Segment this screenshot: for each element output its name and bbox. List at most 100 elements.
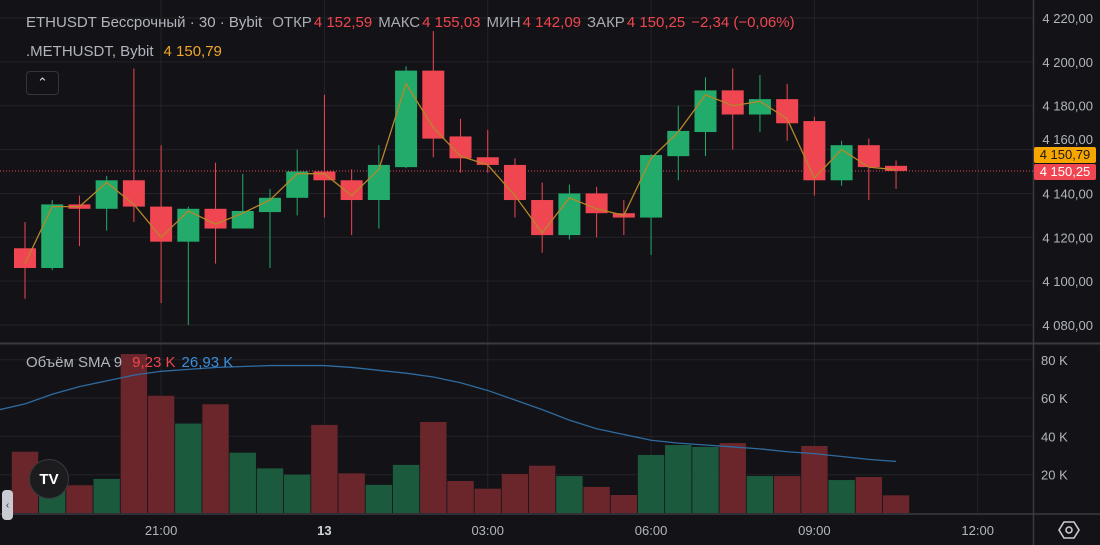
volume-bar	[284, 474, 311, 513]
candle-body	[776, 99, 799, 124]
candle-body	[449, 136, 472, 159]
candle-body	[531, 200, 554, 236]
candle	[68, 195, 91, 247]
volume-bar	[202, 404, 229, 513]
chevron-up-icon: ⌃	[37, 75, 48, 90]
candle-body	[177, 208, 200, 242]
candle	[667, 105, 690, 181]
volume-bar	[583, 486, 610, 513]
candle-body	[204, 208, 227, 229]
volume-tick-label: 20 K	[1041, 468, 1068, 483]
chevron-left-icon: ‹	[5, 499, 10, 511]
candle	[694, 77, 717, 157]
high-label: МАКС	[378, 14, 421, 31]
candle	[449, 118, 472, 173]
volume-bar	[692, 446, 719, 513]
overlay-symbol[interactable]: .METHUSDT, Bybit	[26, 43, 154, 60]
volume-bar	[392, 464, 420, 513]
candle	[830, 140, 853, 186]
candle	[395, 66, 418, 169]
volume-sma-value: 26,93 K	[181, 354, 234, 371]
candle-body	[640, 155, 663, 218]
candle	[803, 116, 826, 196]
price-tick-label: 4 220,00	[1042, 11, 1093, 26]
volume-label[interactable]: Объём SMA 9	[26, 354, 123, 371]
volume-bar	[501, 473, 529, 513]
candle-body	[476, 157, 499, 165]
candle	[503, 158, 526, 218]
open-value: 4 152,59	[313, 14, 373, 31]
candle	[313, 94, 336, 218]
settings-hexagon-icon[interactable]	[1058, 519, 1080, 541]
candle-body	[558, 193, 581, 236]
price-tick-label: 4 160,00	[1042, 132, 1093, 147]
volume-tick-label: 40 K	[1041, 429, 1068, 444]
candle-body	[667, 130, 690, 157]
candle	[286, 149, 309, 216]
candle-body	[885, 165, 908, 171]
candle-body	[313, 171, 336, 181]
candle	[721, 68, 744, 150]
tradingview-logo[interactable]: TV	[29, 459, 69, 499]
overlay-legend: .METHUSDT, Bybit 4 150,79	[26, 43, 228, 60]
volume-bar	[229, 452, 256, 513]
volume-bar	[855, 476, 883, 513]
high-value: 4 155,03	[422, 14, 481, 31]
close-label: ЗАКР	[587, 14, 625, 31]
candle	[476, 129, 499, 173]
candle-body	[258, 197, 281, 213]
price-tick-label: 4 200,00	[1042, 55, 1093, 70]
candle	[640, 153, 663, 255]
candle	[885, 160, 908, 189]
low-label: МИН	[486, 14, 521, 31]
volume-bar	[311, 424, 338, 513]
candle-body	[694, 90, 717, 133]
volume-bar	[120, 354, 148, 513]
overlay-price-badge: 4 150,79	[1034, 147, 1096, 163]
price-tick-label: 4 140,00	[1042, 186, 1093, 201]
candle-body	[395, 70, 418, 168]
candle-body	[748, 99, 771, 115]
overlay-value: 4 150,79	[163, 43, 222, 60]
volume-tick-label: 80 K	[1041, 353, 1068, 368]
volume-bar	[175, 423, 202, 513]
symbol-title[interactable]: ETHUSDT Бессрочный · 30 · Bybit	[26, 14, 263, 31]
candle-body	[122, 180, 145, 207]
volume-bar	[338, 473, 365, 513]
candle-body	[585, 193, 608, 214]
volume-sma-line-start	[0, 403, 26, 411]
volume-bar	[637, 454, 665, 513]
candle	[231, 173, 254, 229]
volume-bar	[828, 480, 855, 513]
volume-value: 9,23 K	[132, 354, 176, 371]
price-tick-label: 4 100,00	[1042, 274, 1093, 289]
candle-body	[503, 164, 526, 201]
volume-bar	[66, 485, 93, 513]
collapse-legend-button[interactable]: ⌃	[26, 71, 59, 95]
volume-bar	[447, 481, 474, 513]
close-value: 4 150,25	[626, 14, 686, 31]
volume-bar	[365, 484, 393, 513]
volume-sma-line	[24, 364, 897, 463]
candle-body	[41, 204, 64, 269]
left-panel-toggle[interactable]: ‹	[2, 490, 13, 520]
candle-body	[340, 180, 363, 201]
volume-bar	[420, 422, 447, 513]
volume-bar	[746, 476, 774, 513]
time-tick-label: 03:00	[471, 523, 504, 538]
candle	[95, 175, 118, 231]
last-price-badge: 4 150,25	[1034, 164, 1096, 180]
candle	[585, 186, 608, 238]
candle	[204, 162, 227, 264]
candle	[612, 200, 635, 236]
time-tick-label: 21:00	[145, 523, 178, 538]
candle-body	[367, 164, 390, 201]
candle-body	[803, 121, 826, 181]
candle	[150, 145, 173, 304]
candle	[857, 138, 880, 201]
candle-body	[857, 145, 880, 168]
candle-body	[95, 180, 118, 209]
candle	[14, 221, 36, 299]
volume-bar	[474, 488, 501, 513]
